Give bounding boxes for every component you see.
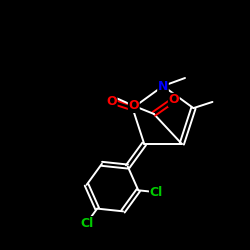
Text: O: O — [128, 100, 139, 112]
Text: Cl: Cl — [80, 217, 93, 230]
Text: N: N — [158, 80, 168, 92]
Text: O: O — [106, 95, 117, 108]
Text: Cl: Cl — [150, 186, 163, 199]
Text: O: O — [168, 94, 179, 106]
